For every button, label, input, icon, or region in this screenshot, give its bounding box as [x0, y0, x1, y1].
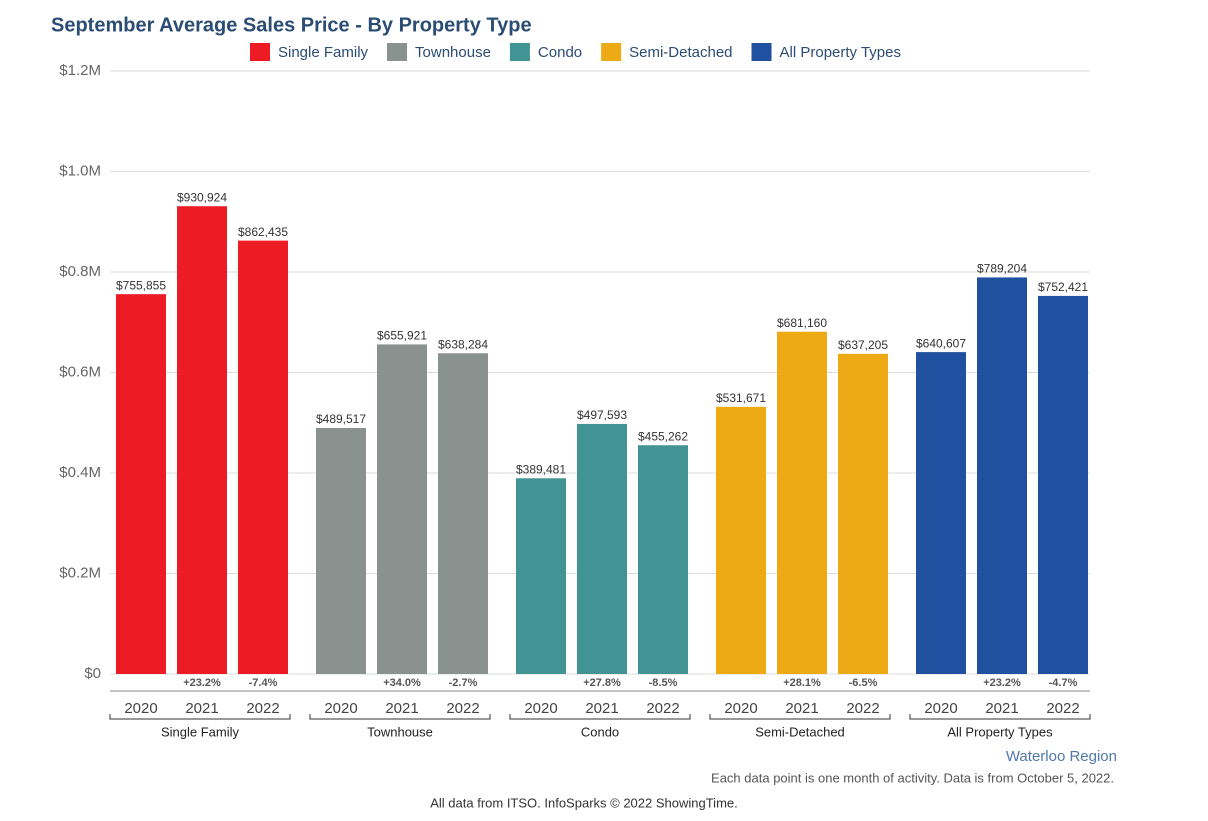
value-label: $531,671 — [716, 391, 766, 405]
change-label: -2.7% — [449, 677, 478, 689]
legend-swatch — [509, 43, 530, 61]
change-label: +27.8% — [583, 677, 621, 689]
group-label: All Property Types — [947, 724, 1053, 739]
legend-label: All Property Types — [780, 44, 901, 61]
y-tick-label: $0.8M — [59, 263, 101, 280]
legend-label: Condo — [538, 44, 582, 61]
x-tick-label: 2022 — [446, 700, 479, 717]
legend-label: Townhouse — [415, 44, 491, 61]
x-tick-label: 2022 — [846, 700, 879, 717]
value-label: $389,481 — [516, 462, 566, 476]
source: All data from ITSO. InfoSparks © 2022 Sh… — [430, 795, 738, 810]
chart-title: September Average Sales Price - By Prope… — [51, 14, 532, 36]
x-tick-label: 2021 — [985, 700, 1018, 717]
change-label: -4.7% — [1049, 677, 1078, 689]
y-tick-label: $0.4M — [59, 464, 101, 481]
value-label: $497,593 — [577, 408, 627, 422]
x-tick-label: 2021 — [185, 700, 218, 717]
group-label: Townhouse — [367, 724, 433, 739]
x-tick-label: 2021 — [385, 700, 418, 717]
x-tick-label: 2022 — [1046, 700, 1079, 717]
x-tick-label: 2020 — [524, 700, 557, 717]
legend-swatch — [250, 43, 270, 61]
group-bracket — [709, 714, 891, 720]
bar — [977, 277, 1027, 674]
value-label: $637,205 — [838, 338, 888, 352]
x-tick-label: 2020 — [924, 700, 957, 717]
bar — [638, 445, 688, 674]
change-label: -7.4% — [249, 677, 278, 689]
bar — [177, 206, 227, 674]
value-label: $862,435 — [238, 225, 288, 239]
note: Each data point is one month of activity… — [711, 770, 1114, 785]
bar — [316, 428, 366, 674]
value-label: $655,921 — [377, 329, 427, 343]
y-tick-label: $0.2M — [59, 564, 101, 581]
x-tick-label: 2022 — [646, 700, 679, 717]
y-tick-label: $0 — [84, 665, 101, 682]
change-label: +23.2% — [983, 677, 1021, 689]
bar — [838, 353, 888, 674]
group-bracket — [109, 714, 291, 720]
group-bracket — [509, 714, 691, 720]
legend-label: Single Family — [278, 44, 369, 61]
bar — [116, 294, 166, 674]
bar — [238, 240, 288, 675]
x-tick-label: 2020 — [724, 700, 757, 717]
bar — [577, 423, 627, 674]
x-tick-label: 2021 — [785, 700, 818, 717]
value-label: $455,262 — [638, 429, 688, 443]
value-label: $752,421 — [1038, 280, 1088, 294]
group-bracket — [909, 714, 1091, 720]
y-tick-label: $0.6M — [59, 363, 101, 380]
bar — [716, 406, 766, 674]
group-bracket — [309, 714, 491, 720]
group-label: Condo — [581, 724, 619, 739]
bar — [377, 344, 427, 674]
y-tick-label: $1.2M — [59, 62, 101, 79]
legend-label: Semi-Detached — [629, 44, 732, 61]
legend-swatch — [601, 43, 622, 61]
bar — [516, 478, 566, 674]
value-label: $638,284 — [438, 337, 488, 351]
bar — [777, 331, 827, 674]
legend-swatch — [751, 43, 772, 61]
x-tick-label: 2020 — [124, 700, 157, 717]
bar — [916, 352, 966, 674]
bar — [438, 353, 488, 674]
change-label: -8.5% — [649, 677, 678, 689]
change-label: +28.1% — [783, 677, 821, 689]
value-label: $681,160 — [777, 316, 827, 330]
legend-swatch — [387, 43, 408, 61]
value-label: $930,924 — [177, 190, 227, 204]
x-tick-label: 2021 — [585, 700, 618, 717]
x-tick-label: 2022 — [246, 700, 279, 717]
value-label: $489,517 — [316, 412, 366, 426]
value-label: $640,607 — [916, 336, 966, 350]
value-label: $755,855 — [116, 278, 166, 292]
change-label: +34.0% — [383, 677, 421, 689]
region-label: Waterloo Region — [1006, 748, 1117, 765]
group-label: Semi-Detached — [755, 724, 845, 739]
change-label: +23.2% — [183, 677, 221, 689]
y-tick-label: $1.0M — [59, 162, 101, 179]
change-label: -6.5% — [849, 677, 878, 689]
bar — [1038, 295, 1088, 674]
value-label: $789,204 — [977, 262, 1027, 276]
x-tick-label: 2020 — [324, 700, 357, 717]
group-label: Single Family — [161, 724, 240, 739]
